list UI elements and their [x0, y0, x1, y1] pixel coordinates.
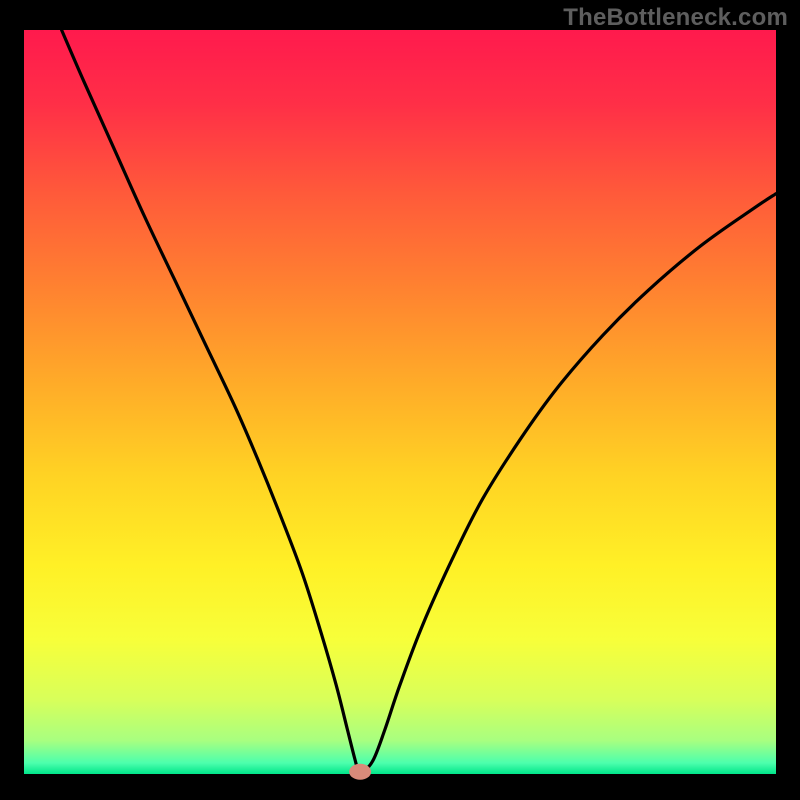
bottleneck-chart [0, 0, 800, 800]
chart-container: TheBottleneck.com [0, 0, 800, 800]
plot-background [24, 30, 776, 774]
optimum-marker [349, 764, 371, 780]
